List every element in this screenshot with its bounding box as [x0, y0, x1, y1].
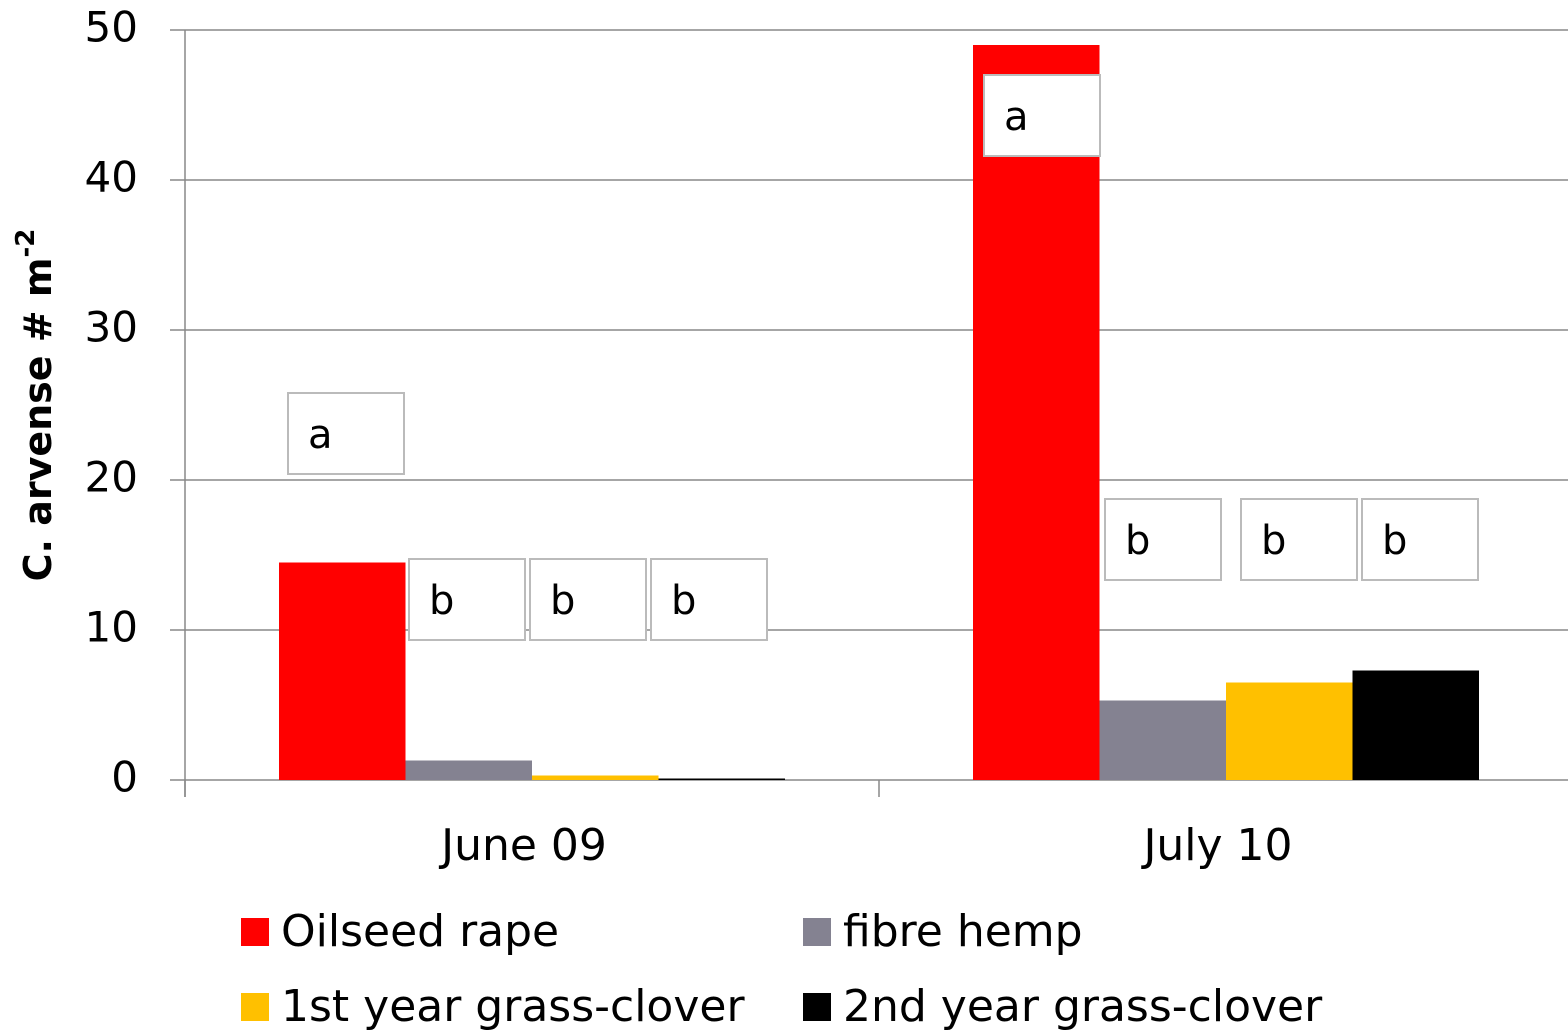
legend-swatch [803, 993, 831, 1021]
legend-label: 2nd year grass-clover [843, 981, 1323, 1032]
annotation-box [1240, 498, 1358, 581]
annotation: b [1261, 518, 1286, 564]
y-tick-label: 30 [85, 303, 138, 352]
annotation: b [550, 578, 575, 624]
annotation: b [1382, 518, 1407, 564]
legend-label: 1st year grass-clover [281, 981, 745, 1032]
y-axis-label: C. arvense # m-2 [11, 229, 60, 582]
legend-swatch [803, 918, 831, 946]
y-tick-label: 40 [85, 153, 138, 202]
x-tick-label: July 10 [1140, 820, 1292, 871]
bar [1226, 682, 1353, 780]
annotation-box [983, 74, 1101, 157]
annotation: b [1125, 518, 1150, 564]
legend-swatch [241, 918, 269, 946]
annotation-box [650, 558, 768, 641]
bar [405, 760, 532, 780]
bar [658, 778, 785, 780]
bar [279, 562, 406, 780]
bar [1099, 700, 1226, 780]
annotation: a [1004, 94, 1029, 140]
legend-swatch [241, 993, 269, 1021]
annotation: b [671, 578, 696, 624]
annotation-box [529, 558, 647, 641]
bar [1352, 670, 1479, 780]
y-tick-label: 50 [85, 3, 138, 52]
legend-label: fibre hemp [843, 906, 1083, 957]
y-axis-label-superscript: -2 [11, 229, 41, 258]
annotation-box [1104, 498, 1222, 581]
y-tick-label: 10 [85, 603, 138, 652]
y-tick-label: 0 [111, 753, 138, 802]
bar [973, 45, 1100, 780]
annotation: a [308, 412, 333, 458]
annotation: b [429, 578, 454, 624]
legend-label: Oilseed rape [281, 906, 559, 957]
annotation-box [1361, 498, 1479, 581]
x-tick-label: June 09 [438, 820, 607, 871]
y-tick-label: 20 [85, 453, 138, 502]
y-axis-label-text: C. arvense # m [16, 258, 60, 582]
annotation-box [287, 392, 405, 475]
annotation-box [408, 558, 526, 641]
bar [532, 775, 659, 780]
